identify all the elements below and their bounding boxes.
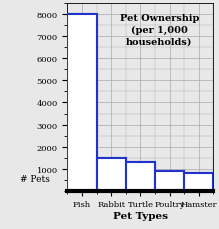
Bar bbox=[155, 171, 184, 191]
Text: Pet Ownership
(per 1,000
households): Pet Ownership (per 1,000 households) bbox=[120, 14, 199, 46]
Bar bbox=[184, 173, 214, 191]
Bar bbox=[184, 173, 214, 191]
X-axis label: Pet Types: Pet Types bbox=[113, 211, 168, 220]
Bar bbox=[97, 158, 126, 191]
Bar bbox=[126, 162, 155, 191]
Bar bbox=[67, 15, 97, 191]
Y-axis label: # Pets: # Pets bbox=[20, 174, 50, 183]
Bar bbox=[67, 15, 97, 191]
Bar bbox=[97, 158, 126, 191]
Bar bbox=[126, 162, 155, 191]
Bar bbox=[155, 171, 184, 191]
